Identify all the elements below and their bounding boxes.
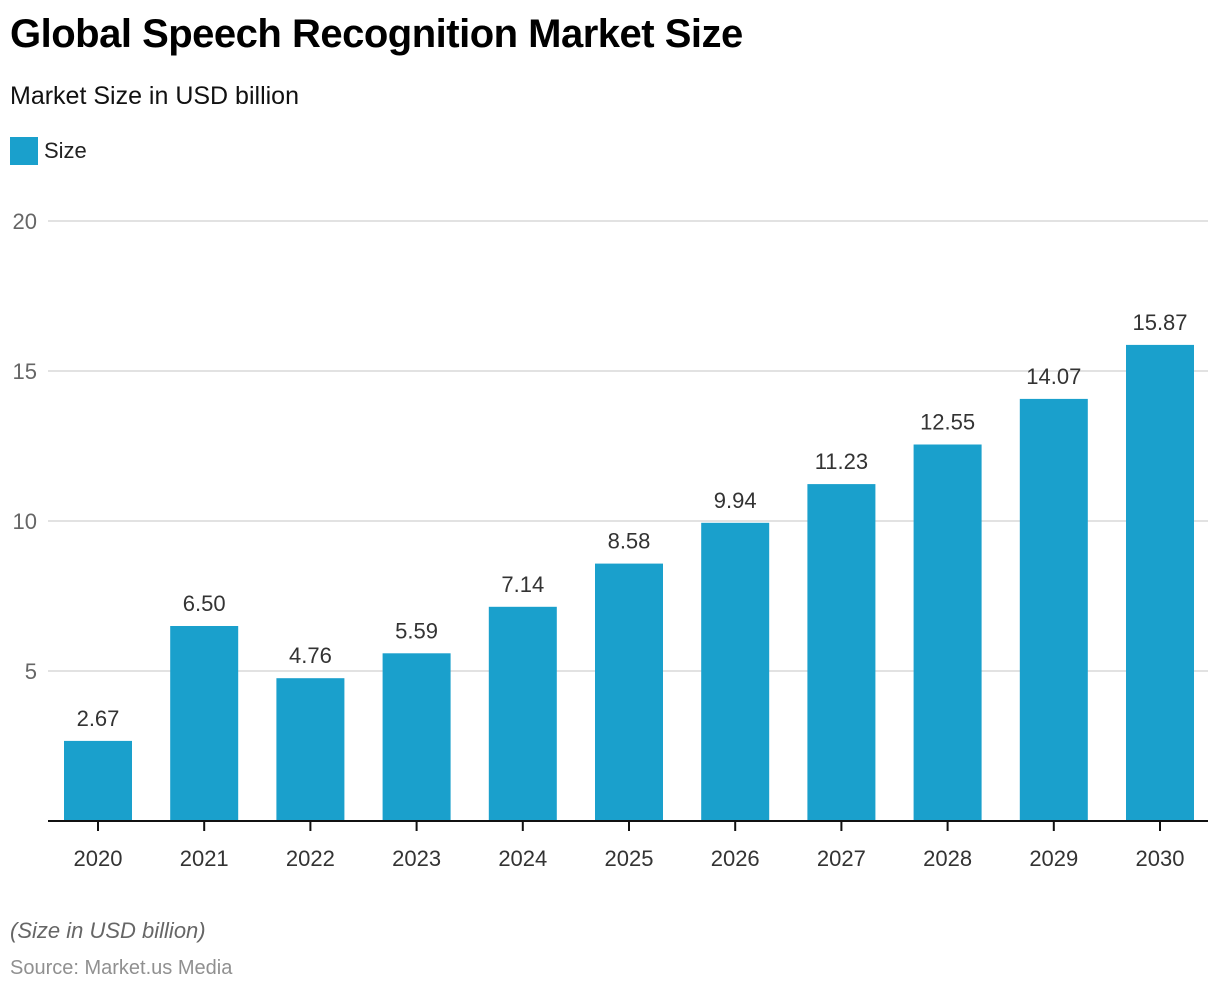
data-label: 4.76 xyxy=(289,643,332,668)
legend-label: Size xyxy=(44,138,87,163)
bar xyxy=(382,653,451,821)
bar xyxy=(276,678,345,821)
bar xyxy=(595,563,663,821)
data-label: 6.50 xyxy=(183,591,226,616)
x-tick-label: 2028 xyxy=(923,846,972,871)
x-tick-label: 2025 xyxy=(605,846,654,871)
legend-swatch xyxy=(10,137,38,165)
units-note: (Size in USD billion) xyxy=(10,918,206,943)
x-tick-label: 2029 xyxy=(1029,846,1078,871)
y-tick-label: 10 xyxy=(13,509,37,534)
x-tick-label: 2027 xyxy=(817,846,866,871)
bar xyxy=(170,626,239,821)
data-label: 15.87 xyxy=(1132,310,1187,335)
x-tick-label: 2023 xyxy=(392,846,441,871)
chart-title: Global Speech Recognition Market Size xyxy=(10,12,743,56)
bar xyxy=(701,522,770,821)
bar xyxy=(1126,344,1194,821)
bar xyxy=(913,444,982,821)
data-label: 9.94 xyxy=(714,488,757,513)
data-label: 8.58 xyxy=(608,529,651,554)
data-label: 11.23 xyxy=(815,449,868,474)
data-label: 14.07 xyxy=(1026,364,1081,389)
legend: Size xyxy=(10,137,87,165)
source-credit: Source: Market.us Media xyxy=(10,957,233,979)
x-tick-label: 2022 xyxy=(286,846,335,871)
y-tick-label: 20 xyxy=(13,209,37,234)
bar xyxy=(807,484,876,821)
data-label: 2.67 xyxy=(77,706,120,731)
bar xyxy=(64,740,132,821)
x-tick-label: 2021 xyxy=(180,846,229,871)
x-tick-label: 2020 xyxy=(74,846,123,871)
y-tick-label: 5 xyxy=(25,659,37,684)
data-label: 12.55 xyxy=(920,410,975,435)
data-label: 5.59 xyxy=(395,618,438,643)
data-label: 7.14 xyxy=(501,572,544,597)
x-tick-label: 2026 xyxy=(711,846,760,871)
bar xyxy=(488,606,557,821)
bar xyxy=(1019,398,1088,821)
chart-subtitle: Market Size in USD billion xyxy=(10,82,299,110)
x-tick-label: 2024 xyxy=(498,846,547,871)
y-tick-label: 15 xyxy=(13,359,37,384)
x-tick-label: 2030 xyxy=(1136,846,1185,871)
